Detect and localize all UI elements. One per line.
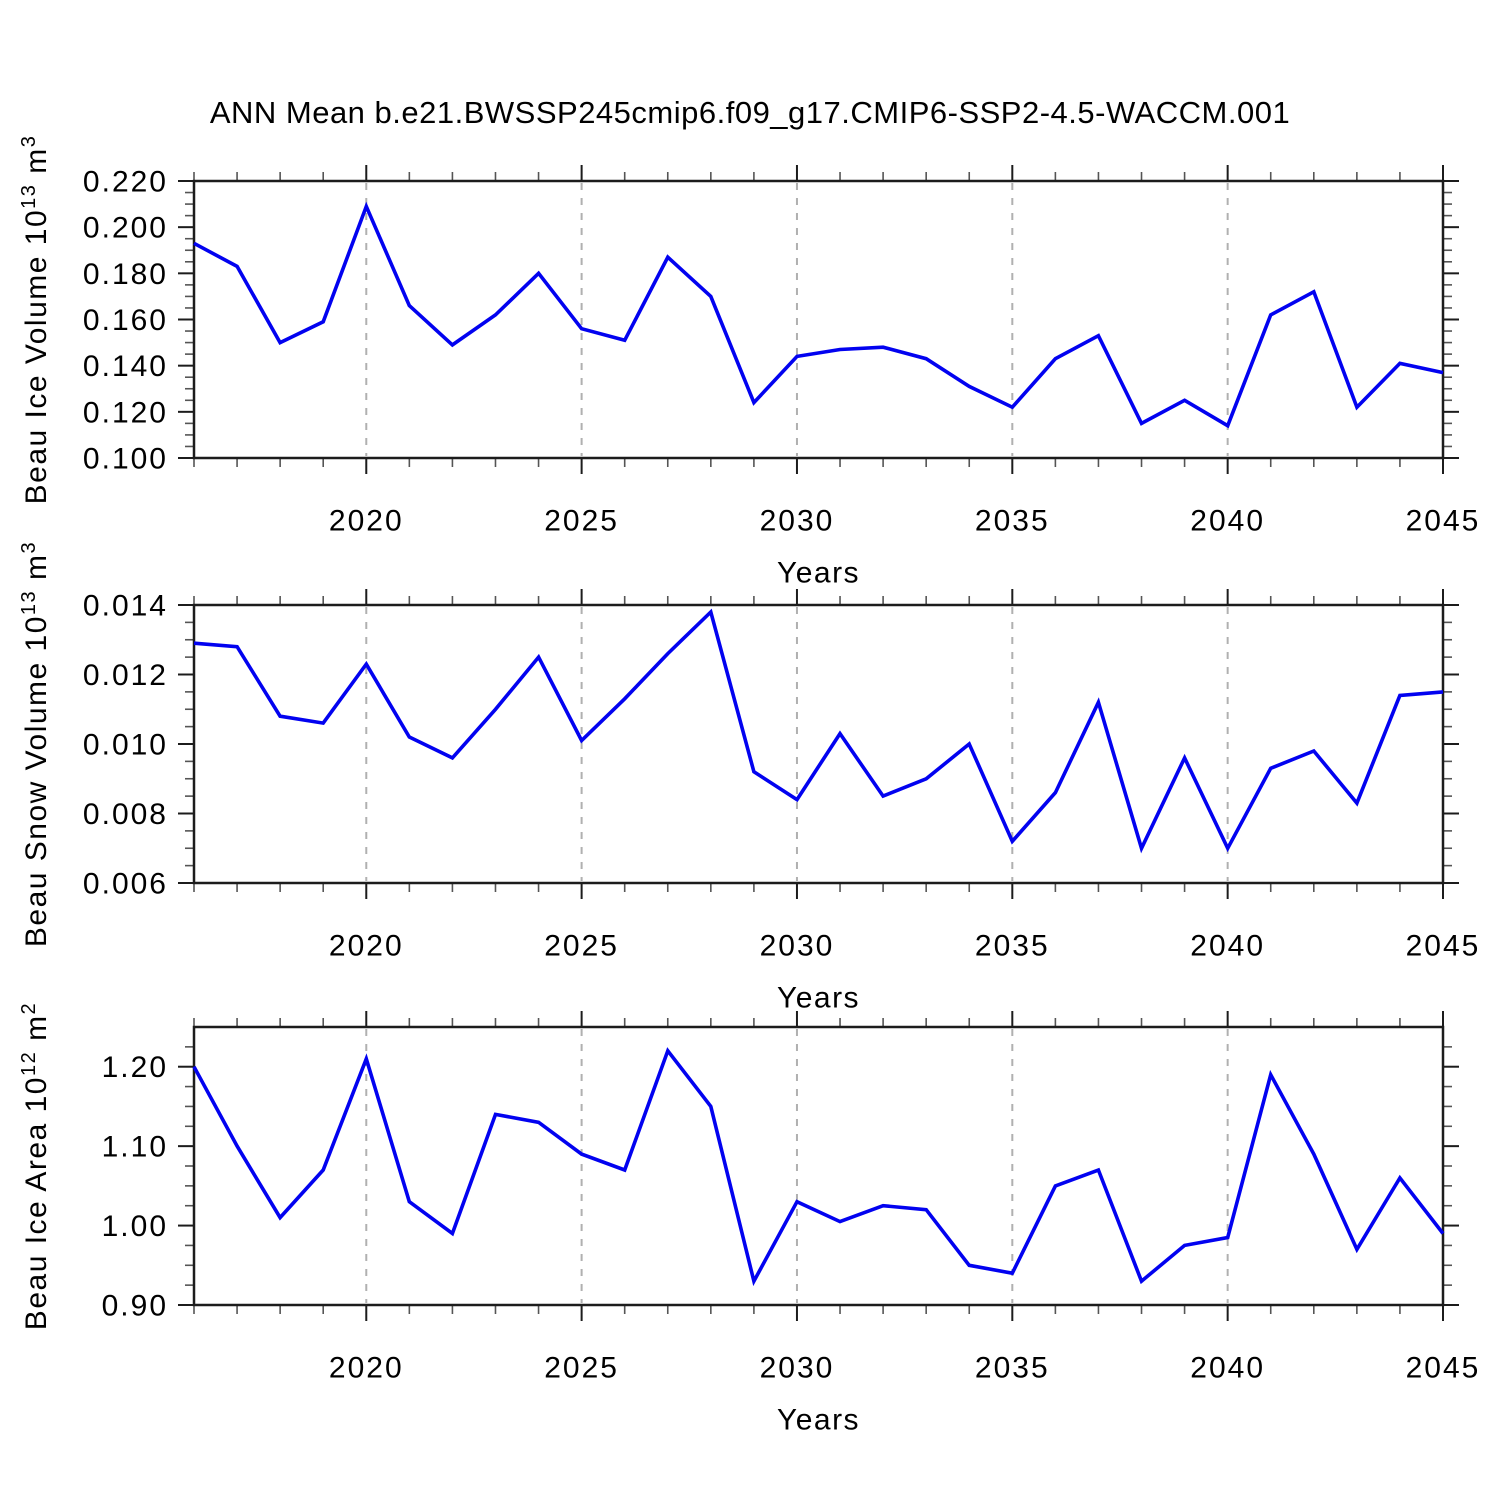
beau-ice-volume-line bbox=[193, 201, 1444, 429]
beau-snow-volume-line bbox=[193, 608, 1444, 854]
svg-text:2025: 2025 bbox=[544, 505, 619, 538]
svg-text:1.10: 1.10 bbox=[102, 1131, 168, 1164]
svg-text:2035: 2035 bbox=[975, 930, 1050, 963]
x-tick-labels: 2020 2025 2030 2035 2040 2045 bbox=[329, 505, 1481, 538]
chart-title: ANN Mean b.e21.BWSSP245cmip6.f09_g17.CMI… bbox=[209, 95, 1291, 130]
svg-text:1.20: 1.20 bbox=[102, 1051, 168, 1084]
y-tick-labels: 0.006 0.008 0.010 0.012 0.014 bbox=[83, 590, 168, 901]
svg-text:0.014: 0.014 bbox=[83, 590, 168, 623]
svg-text:0.010: 0.010 bbox=[83, 729, 168, 762]
svg-text:2020: 2020 bbox=[329, 930, 404, 963]
svg-text:2040: 2040 bbox=[1190, 1352, 1265, 1385]
plot-frame bbox=[192, 603, 1445, 885]
svg-text:0.160: 0.160 bbox=[83, 304, 168, 337]
panel-beau-snow-volume: 0.006 0.008 0.010 0.012 0.014 2020 2025 2030 203… bbox=[18, 541, 1481, 1015]
x-tick-labels: 2020 2025 2030 2035 2040 2045 bbox=[329, 1352, 1481, 1385]
svg-text:0.012: 0.012 bbox=[83, 659, 168, 692]
svg-text:0.140: 0.140 bbox=[83, 350, 168, 383]
grid-lines bbox=[365, 607, 1229, 881]
axis-ticks bbox=[178, 1011, 1459, 1321]
grid-lines bbox=[365, 1029, 1229, 1303]
svg-text:2020: 2020 bbox=[329, 1352, 404, 1385]
x-axis-title: Years bbox=[777, 1404, 860, 1437]
svg-text:0.120: 0.120 bbox=[83, 396, 168, 429]
svg-text:2035: 2035 bbox=[975, 1352, 1050, 1385]
svg-text:0.100: 0.100 bbox=[83, 443, 168, 476]
svg-text:2040: 2040 bbox=[1190, 505, 1265, 538]
svg-text:2045: 2045 bbox=[1406, 930, 1481, 963]
svg-text:0.180: 0.180 bbox=[83, 258, 168, 291]
y-axis-title: Beau Ice Volume 1013 m3 bbox=[18, 135, 53, 505]
beau-ice-area-line bbox=[192, 1047, 1445, 1287]
svg-text:0.200: 0.200 bbox=[83, 212, 168, 245]
svg-text:2045: 2045 bbox=[1406, 505, 1481, 538]
svg-text:2030: 2030 bbox=[760, 1352, 835, 1385]
plot-frame bbox=[192, 1025, 1445, 1307]
svg-text:2035: 2035 bbox=[975, 505, 1050, 538]
y-tick-labels: 0.100 0.120 0.140 0.160 0.180 0.200 0.220 bbox=[83, 166, 168, 476]
svg-text:0.006: 0.006 bbox=[83, 868, 168, 901]
x-axis-title: Years bbox=[777, 557, 860, 590]
grid-lines bbox=[365, 183, 1229, 456]
y-axis-title: Beau Snow Volume 1013 m3 bbox=[18, 541, 53, 947]
plot-frame bbox=[192, 179, 1445, 460]
axis-ticks bbox=[178, 165, 1459, 474]
x-axis-title: Years bbox=[777, 982, 860, 1015]
axis-ticks bbox=[178, 589, 1459, 899]
y-axis-title: Beau Ice Area 1012 m2 bbox=[18, 1002, 53, 1330]
x-tick-labels: 2020 2025 2030 2035 2040 2045 bbox=[329, 930, 1481, 963]
svg-text:0.90: 0.90 bbox=[102, 1290, 168, 1323]
svg-text:0.220: 0.220 bbox=[83, 166, 168, 199]
y-tick-labels: 0.90 1.00 1.10 1.20 bbox=[102, 1051, 168, 1323]
svg-text:2020: 2020 bbox=[329, 505, 404, 538]
svg-text:2045: 2045 bbox=[1406, 1352, 1481, 1385]
svg-text:1.00: 1.00 bbox=[102, 1210, 168, 1243]
svg-text:2030: 2030 bbox=[760, 930, 835, 963]
svg-text:2025: 2025 bbox=[544, 930, 619, 963]
panel-beau-ice-area: 0.90 1.00 1.10 1.20 2020 2025 2030 2035 2040 2045… bbox=[18, 1002, 1481, 1437]
svg-text:2030: 2030 bbox=[760, 505, 835, 538]
svg-text:0.008: 0.008 bbox=[83, 798, 168, 831]
svg-text:2025: 2025 bbox=[544, 1352, 619, 1385]
svg-text:2040: 2040 bbox=[1190, 930, 1265, 963]
